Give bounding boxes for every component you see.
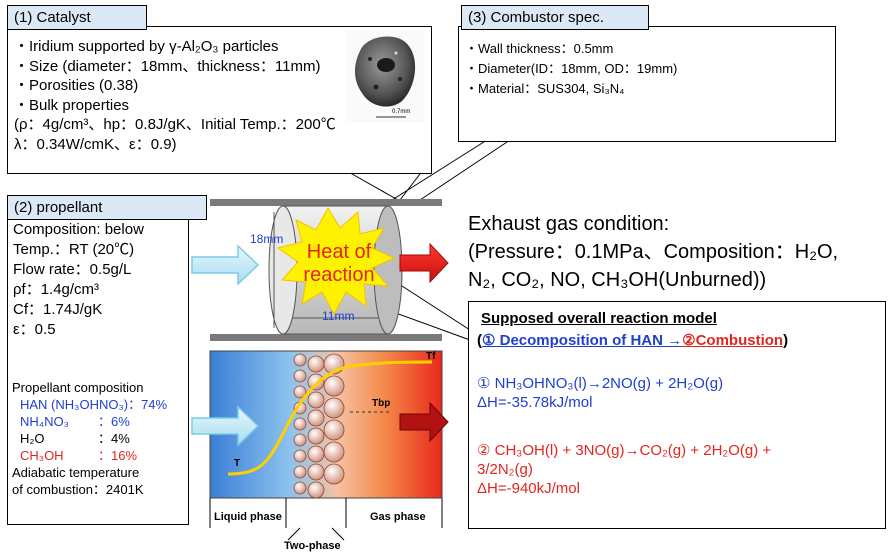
liquid-phase-label: Liquid phase xyxy=(214,511,282,523)
t-label: T xyxy=(234,458,241,469)
combustor-box: ・Wall thickness：0.5mm ・Diameter(ID：18mm,… xyxy=(458,26,836,142)
reaction-1-equation: ① NH₃OHNO₃(l)→2NO(g) + 2H₂O(g) xyxy=(477,375,724,392)
combustor-callout-line xyxy=(391,139,488,201)
combustor-specs: ・Wall thickness：0.5mm ・Diameter(ID：18mm,… xyxy=(465,39,677,99)
scale-bar-label: 0.7mm xyxy=(392,109,411,115)
catalyst-particle-image: 0.7mm xyxy=(346,29,424,123)
catalyst-line: ・Iridium supported by γ-Al₂O₃ particles xyxy=(14,38,279,55)
phase-bubbles xyxy=(293,353,345,499)
catalyst-tag: (1) Catalyst xyxy=(7,5,147,30)
exhaust-line: (Pressure：0.1MPa、Composition：H₂O, xyxy=(468,241,839,263)
catalyst-box: ・Iridium supported by γ-Al₂O₃ particles … xyxy=(7,26,432,174)
adiabatic-line-2: of combustion：2401K xyxy=(12,482,144,497)
catalyst-cylinder xyxy=(268,205,403,335)
propellant-box: Composition: below Temp.：RT (20℃) Flow r… xyxy=(7,205,189,525)
propellant-specs: Composition: below Temp.：RT (20℃) Flow r… xyxy=(13,220,144,340)
propellant-composition: Propellant composition HAN (NH₃OHNO₃)：74… xyxy=(12,379,167,498)
combustor-line: ・Wall thickness：0.5mm xyxy=(465,41,614,56)
exhaust-line: Exhaust gas condition: xyxy=(468,213,670,235)
exhaust-arrow xyxy=(399,242,449,284)
length-label: 11mm xyxy=(322,309,355,323)
composition-han: HAN (NH₃OHNO₃)：74% xyxy=(20,397,168,412)
two-phase-label: Two-phase xyxy=(284,540,341,552)
composition-title: Propellant composition xyxy=(12,380,144,395)
combustor-callout-line-2 xyxy=(419,139,511,201)
catalyst-line: λ：0.34W/cmK、ε：0.9) xyxy=(14,135,177,153)
heat-of-reaction-label: Heat of reaction xyxy=(303,241,375,286)
propellant-tag: (2) propellant xyxy=(7,195,207,220)
propellant-line: ε：0.5 xyxy=(13,321,56,338)
propellant-line: ρf：1.4g/cm³ xyxy=(13,281,100,298)
reaction-model-box: Supposed overall reaction model (① Decom… xyxy=(468,301,886,529)
inlet-arrow-2 xyxy=(191,405,260,447)
propellant-line: Composition: below xyxy=(13,221,144,238)
reaction-1-enthalpy: ΔH=-35.78kJ/mol xyxy=(477,394,593,411)
combustor-tag: (3) Combustor spec. xyxy=(461,5,649,30)
reaction-model-title: Supposed overall reaction model xyxy=(481,310,717,327)
tf-label: Tf xyxy=(426,351,436,362)
propellant-line: Temp.：RT (20℃) xyxy=(13,241,135,258)
reaction-2: ② CH₃OH(l) + 3NO(g)→CO₂(g) + 2H₂O(g) + 3… xyxy=(477,441,771,498)
temperature-curve xyxy=(227,360,433,476)
diameter-label: 18mm xyxy=(250,232,284,246)
composition-nh4no3: NH₄NO₃ ：6% xyxy=(20,414,130,429)
reaction-model-subtitle: (① Decomposition of HAN →②Combustion) xyxy=(477,332,789,349)
catalyst-line: ・Porosities (0.38) xyxy=(14,77,139,94)
outlet-arrow-2 xyxy=(399,401,449,443)
catalyst-specs: ・Iridium supported by γ-Al₂O₃ particles … xyxy=(14,37,336,154)
gas-phase-label: Gas phase xyxy=(370,511,426,523)
reaction-2-enthalpy: ΔH=-940kJ/mol xyxy=(477,480,580,497)
combustor-wall-bottom xyxy=(210,334,442,341)
heat-starburst xyxy=(276,206,396,316)
catalyst-callout-line-2 xyxy=(399,169,424,201)
catalyst-line: ・Size (diameter：18mm、thickness：11mm) xyxy=(14,57,321,75)
combustor-line: ・Diameter(ID：18mm, OD：19mm) xyxy=(465,61,678,76)
reaction-2-equation: ② CH₃OH(l) + 3NO(g)→CO₂(g) + 2H₂O(g) + xyxy=(477,442,772,459)
combustor-wall-top xyxy=(210,199,442,206)
exhaust-condition: Exhaust gas condition: (Pressure：0.1MPa、… xyxy=(468,210,838,294)
adiabatic-line-1: Adiabatic temperature xyxy=(12,465,140,480)
composition-ch3oh: CH₃OH ：16% xyxy=(20,448,138,463)
propellant-line: Cf：1.74J/gK xyxy=(13,301,103,318)
propellant-line: Flow rate：0.5g/L xyxy=(13,261,132,278)
catalyst-line: (ρ：4g/cm³、hp：0.8J/gK、Initial Temp.：200℃ xyxy=(14,116,336,133)
inlet-arrow xyxy=(191,244,260,286)
reaction-2-equation-cont: 3/2N₂(g) xyxy=(477,461,533,478)
exhaust-line: N₂, CO₂, NO, CH₃OH(Unburned)) xyxy=(468,269,767,291)
tbp-label: Tbp xyxy=(372,398,391,409)
catalyst-line: ・Bulk properties xyxy=(14,96,130,114)
combustor-line: ・Material：SUS304, Si₃N₄ xyxy=(465,81,625,96)
catalyst-callout-line xyxy=(344,169,399,201)
composition-h2o: H₂O ：4% xyxy=(20,431,130,446)
reaction-1: ① NH₃OHNO₃(l)→2NO(g) + 2H₂O(g) ΔH=-35.78… xyxy=(477,374,723,412)
